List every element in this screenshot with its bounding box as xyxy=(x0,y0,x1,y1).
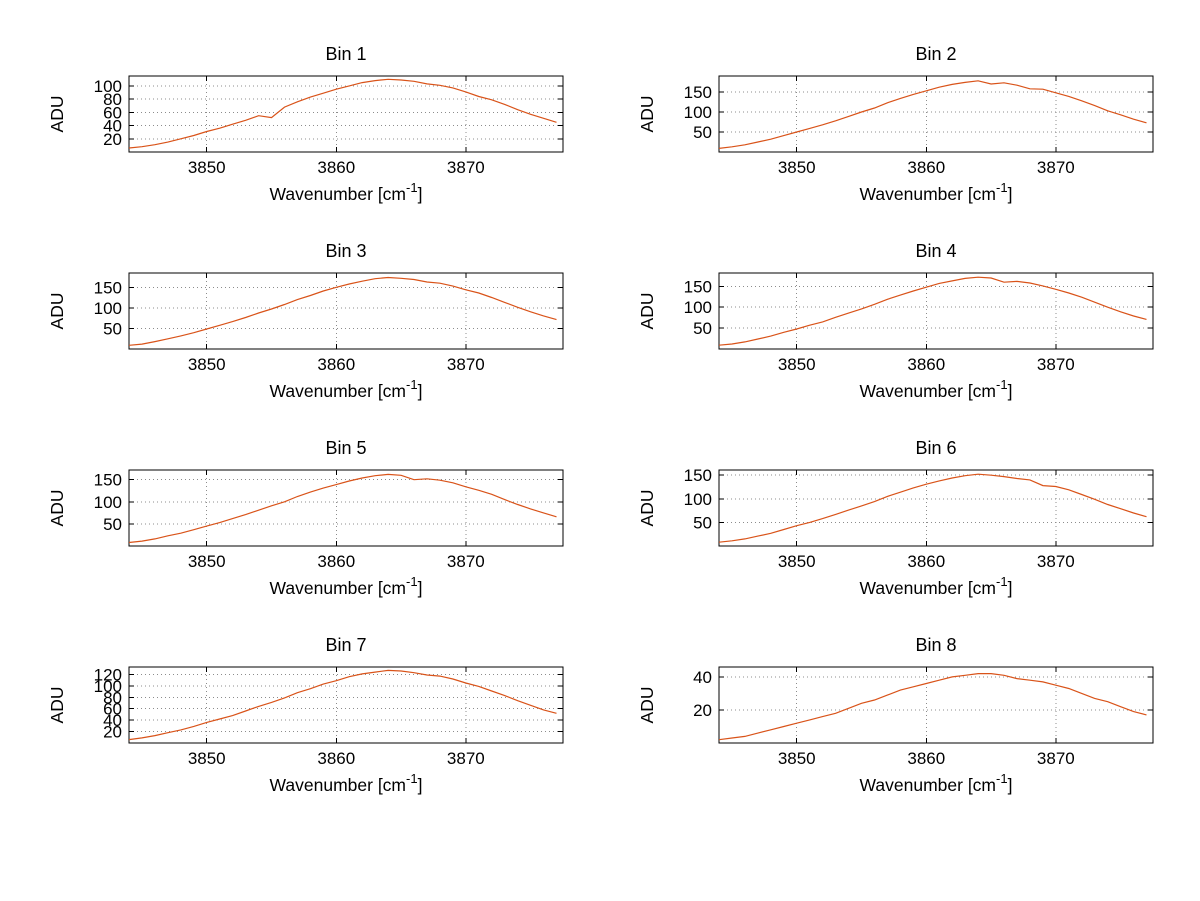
svg-text:40: 40 xyxy=(103,711,122,730)
subplot-bin-6: Bin 6 50 100 150 3850 3860 3870 ADU Wavenumber … xyxy=(615,436,1175,604)
plot-title: Bin 5 xyxy=(325,438,367,458)
svg-text:3850: 3850 xyxy=(778,552,816,571)
svg-text:Wavenumber [cm-1]: Wavenumber [cm-1] xyxy=(270,180,423,204)
svg-text:150: 150 xyxy=(94,471,122,490)
plot-title: Bin 2 xyxy=(915,44,957,64)
svg-text:ADU: ADU xyxy=(47,490,67,527)
svg-text:50: 50 xyxy=(103,320,122,339)
svg-text:100: 100 xyxy=(684,490,712,509)
svg-text:3870: 3870 xyxy=(1037,749,1075,768)
svg-text:3860: 3860 xyxy=(907,552,945,571)
plot-title: Bin 7 xyxy=(325,635,367,655)
svg-text:3860: 3860 xyxy=(907,355,945,374)
svg-text:150: 150 xyxy=(684,466,712,485)
svg-text:80: 80 xyxy=(103,90,122,109)
subplot-bin-4: Bin 4 50 100 150 3850 3860 3870 ADU Wavenumber … xyxy=(615,239,1175,407)
bin-5-chart: 50 100 150 3850 3860 3870 ADU Wavenumber [cm-1] xyxy=(47,469,564,598)
svg-text:100: 100 xyxy=(684,298,712,317)
svg-text:60: 60 xyxy=(103,103,122,122)
plot-title: Bin 3 xyxy=(325,241,367,261)
svg-text:100: 100 xyxy=(684,103,712,122)
svg-text:100: 100 xyxy=(94,677,122,696)
svg-text:80: 80 xyxy=(103,688,122,707)
plot-title: Bin 4 xyxy=(915,241,957,261)
svg-text:Wavenumber [cm-1]: Wavenumber [cm-1] xyxy=(860,180,1013,204)
subplot-bin-8: Bin 8 20 40 3850 3860 3870 ADU Wavenumber [cm-… xyxy=(615,633,1175,801)
subplot-bin-3: Bin 3 50 100 150 3850 3860 3870 ADU Wavenumber … xyxy=(25,239,585,407)
plot-title: Bin 8 xyxy=(915,635,957,655)
svg-text:Wavenumber [cm-1]: Wavenumber [cm-1] xyxy=(860,771,1013,795)
svg-text:20: 20 xyxy=(103,723,122,742)
svg-text:40: 40 xyxy=(693,668,712,687)
svg-text:50: 50 xyxy=(693,513,712,532)
svg-text:100: 100 xyxy=(94,493,122,512)
svg-text:ADU: ADU xyxy=(637,293,657,330)
svg-text:3860: 3860 xyxy=(317,158,355,177)
svg-text:ADU: ADU xyxy=(47,687,67,724)
plot-title: Bin 6 xyxy=(915,438,957,458)
svg-text:ADU: ADU xyxy=(47,96,67,133)
svg-text:3860: 3860 xyxy=(317,749,355,768)
svg-text:3870: 3870 xyxy=(447,552,485,571)
svg-text:20: 20 xyxy=(693,701,712,720)
svg-text:150: 150 xyxy=(684,83,712,102)
subplot-bin-1: Bin 1 20 40 60 80 100 3850 3860 3870 ADU Wavenumb… xyxy=(25,42,585,210)
bin-8-chart: 20 40 3850 3860 3870 ADU Wavenumber [cm-1] xyxy=(637,666,1154,795)
svg-text:100: 100 xyxy=(94,77,122,96)
svg-text:3870: 3870 xyxy=(447,355,485,374)
svg-text:60: 60 xyxy=(103,700,122,719)
svg-text:3850: 3850 xyxy=(778,749,816,768)
subplot-bin-5: Bin 5 50 100 150 3850 3860 3870 ADU Wavenumber … xyxy=(25,436,585,604)
svg-text:Wavenumber [cm-1]: Wavenumber [cm-1] xyxy=(270,377,423,401)
svg-text:3860: 3860 xyxy=(317,355,355,374)
svg-text:Wavenumber [cm-1]: Wavenumber [cm-1] xyxy=(270,574,423,598)
svg-text:3860: 3860 xyxy=(907,749,945,768)
svg-text:50: 50 xyxy=(693,319,712,338)
svg-text:ADU: ADU xyxy=(637,687,657,724)
svg-text:150: 150 xyxy=(684,277,712,296)
svg-text:150: 150 xyxy=(94,279,122,298)
svg-text:Wavenumber [cm-1]: Wavenumber [cm-1] xyxy=(860,574,1013,598)
svg-text:50: 50 xyxy=(693,123,712,142)
svg-text:3870: 3870 xyxy=(447,158,485,177)
svg-text:40: 40 xyxy=(103,117,122,136)
svg-text:3870: 3870 xyxy=(447,749,485,768)
svg-text:3850: 3850 xyxy=(778,355,816,374)
bin-6-chart: 50 100 150 3850 3860 3870 ADU Wavenumber [cm-1] xyxy=(637,466,1154,598)
svg-text:Wavenumber [cm-1]: Wavenumber [cm-1] xyxy=(860,377,1013,401)
svg-text:ADU: ADU xyxy=(47,293,67,330)
svg-text:3870: 3870 xyxy=(1037,158,1075,177)
bin-4-chart: 50 100 150 3850 3860 3870 ADU Wavenumber [cm-1] xyxy=(637,272,1154,401)
svg-text:3870: 3870 xyxy=(1037,355,1075,374)
svg-text:50: 50 xyxy=(103,515,122,534)
subplot-bin-2: Bin 2 50 100 150 3850 3860 3870 ADU Wavenumber … xyxy=(615,42,1175,210)
svg-text:3870: 3870 xyxy=(1037,552,1075,571)
svg-text:3850: 3850 xyxy=(188,552,226,571)
svg-text:3860: 3860 xyxy=(907,158,945,177)
svg-text:3850: 3850 xyxy=(188,158,226,177)
svg-text:120: 120 xyxy=(94,665,122,684)
svg-text:20: 20 xyxy=(103,130,122,149)
svg-text:Wavenumber [cm-1]: Wavenumber [cm-1] xyxy=(270,771,423,795)
svg-text:100: 100 xyxy=(94,299,122,318)
subplot-bin-7: Bin 7 20 40 60 80 100 120 3850 3860 3870 ADU Waven… xyxy=(25,633,585,801)
svg-text:3850: 3850 xyxy=(188,355,226,374)
svg-text:3850: 3850 xyxy=(778,158,816,177)
svg-text:ADU: ADU xyxy=(637,96,657,133)
plot-title: Bin 1 xyxy=(325,44,367,64)
svg-text:ADU: ADU xyxy=(637,490,657,527)
svg-text:3860: 3860 xyxy=(317,552,355,571)
svg-text:3850: 3850 xyxy=(188,749,226,768)
